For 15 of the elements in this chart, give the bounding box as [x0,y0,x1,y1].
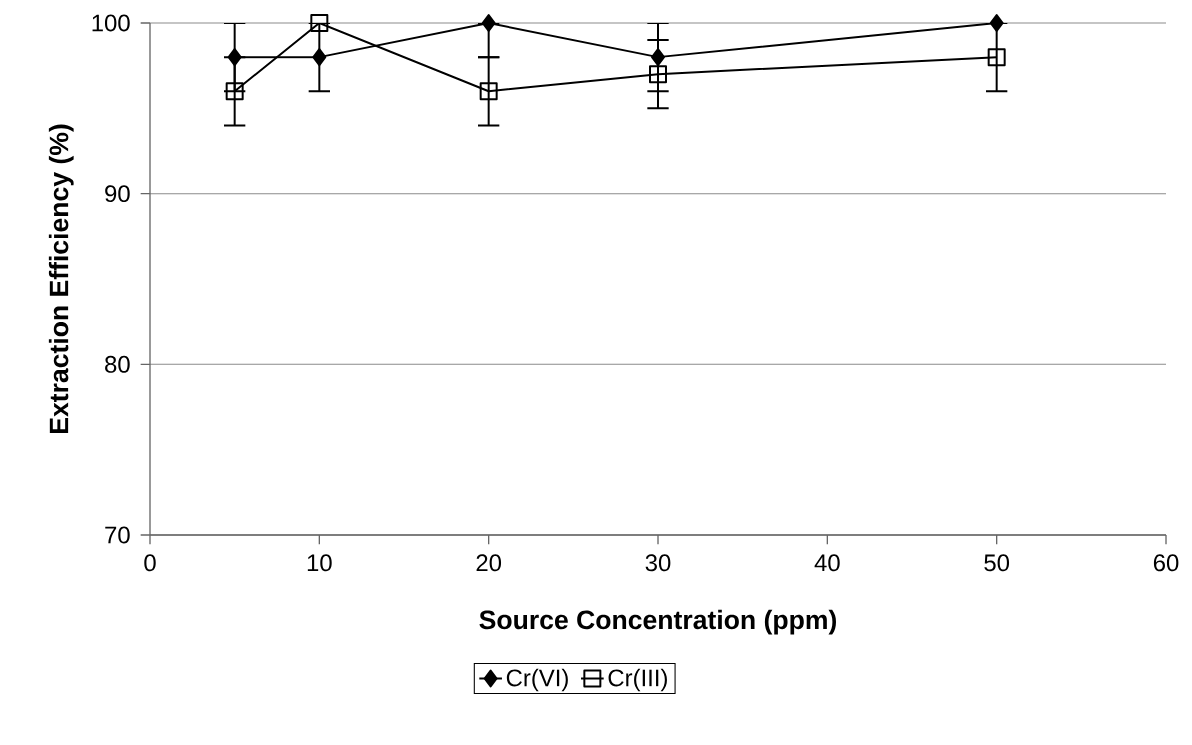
y-tick-label: 90 [105,185,130,203]
x-tick-label: 60 [1153,554,1179,572]
y-tick-label: 100 [92,14,130,32]
x-tick-label: 30 [645,554,671,572]
x-tick-label: 0 [144,554,156,572]
x-axis-title: Source Concentration (ppm) [479,609,836,635]
x-tick-label: 10 [307,554,332,572]
x-tick-label: 20 [476,554,502,572]
y-tick-label: 70 [105,526,130,544]
legend-label: Cr(III) [608,668,667,692]
y-tick-label: 80 [105,355,130,373]
x-tick-label: 40 [814,554,840,572]
legend-label: Cr(VI) [506,668,568,692]
x-tick-label: 50 [984,554,1010,572]
y-axis-title: Extraction Efficiency (%) [48,124,74,433]
